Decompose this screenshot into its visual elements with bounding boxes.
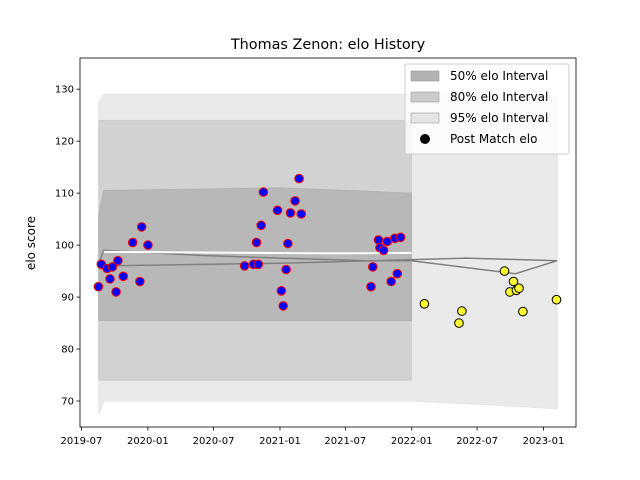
elo-point-1-7 <box>113 255 123 266</box>
elo-point-1-21 <box>278 301 289 311</box>
elo-point-1-37 <box>395 232 406 243</box>
elo-point-2-6 <box>508 276 519 287</box>
elo-point-1-20 <box>276 286 287 296</box>
elo-point-2-4 <box>499 266 510 276</box>
elo-point-2-10 <box>551 294 562 305</box>
legend-label-4: Post Match elo <box>450 132 537 146</box>
elo-point-1-22 <box>281 264 291 275</box>
legend-label-1: 50% elo Interval <box>450 69 548 83</box>
elo-point-1-6 <box>111 287 121 297</box>
elo-point-1-15 <box>251 237 262 248</box>
x-tick-label-4: 2021-01 <box>259 436 301 447</box>
elo-point-1-32 <box>378 245 389 256</box>
legend-swatch-2 <box>410 91 440 103</box>
chart-title: Thomas Zenon: elo History <box>230 37 426 53</box>
elo-point-1-25 <box>290 196 300 206</box>
y-tick-label-2: 80 <box>61 345 74 356</box>
elo-point-1-18 <box>258 187 269 197</box>
x-tick-label-5: 2021-07 <box>324 436 366 447</box>
elo-point-1-10 <box>135 276 145 287</box>
elo-point-2-1 <box>419 299 430 309</box>
elo-point-2-8 <box>514 283 524 294</box>
elo-point-1-19 <box>272 205 283 216</box>
elo-point-2-9 <box>518 306 528 317</box>
elo-point-1-29 <box>368 262 378 272</box>
x-tick-label-1: 2019-07 <box>61 436 103 447</box>
elo-point-1-13 <box>239 261 250 271</box>
elo-point-1-1 <box>93 281 104 292</box>
legend-swatch-3 <box>410 112 440 124</box>
elo-point-1-26 <box>294 173 304 184</box>
y-axis-label: elo score <box>24 216 38 270</box>
axes: 2019-07 2020-01 2020-07 2021-01 2021-07 2022-… <box>55 57 577 447</box>
elo-point-1-36 <box>392 268 403 279</box>
elo-point-1-5 <box>107 262 118 272</box>
y-tick-label-3: 90 <box>61 293 74 304</box>
elo-point-1-9 <box>127 237 138 248</box>
legend-swatch-1 <box>410 70 440 82</box>
elo-point-1-16 <box>253 259 264 270</box>
y-tick-label-6: 120 <box>55 137 74 148</box>
y-tick-label-7: 130 <box>55 85 74 96</box>
elo-point-2-2 <box>454 318 464 328</box>
legend-label-3: 95% elo Interval <box>450 111 548 125</box>
y-tick-label-5: 110 <box>55 189 74 200</box>
legend-marker-4 <box>420 134 430 144</box>
legend-box <box>404 63 570 155</box>
elo-point-1-24 <box>285 208 296 218</box>
elo-point-1-28 <box>366 281 376 292</box>
elo-point-1-30 <box>373 235 384 245</box>
x-tick-label-6: 2022-01 <box>391 436 433 447</box>
elo-point-1-34 <box>386 276 397 287</box>
elo-point-1-8 <box>118 271 129 282</box>
elo-point-1-27 <box>296 209 307 219</box>
x-tick-label-7: 2022-07 <box>456 436 498 447</box>
elo-point-1-12 <box>143 240 153 250</box>
x-tick-label-3: 2020-07 <box>193 436 235 447</box>
elo-point-2-3 <box>457 306 467 316</box>
interval-band-3 <box>98 187 412 321</box>
elo-point-1-17 <box>256 220 267 231</box>
y-tick-label-4: 100 <box>55 241 74 252</box>
y-tick-label-1: 70 <box>61 397 74 408</box>
elo-point-1-23 <box>283 238 293 249</box>
x-tick-label-2: 2020-01 <box>127 436 169 447</box>
axes-frame <box>79 57 577 428</box>
elo-point-1-11 <box>136 222 147 232</box>
legend-label-2: 80% elo Interval <box>450 90 548 104</box>
x-tick-label-8: 2023-01 <box>523 436 565 447</box>
legend: 50% elo Interval 80% elo Interval 95% elo … <box>404 63 570 155</box>
plot-area <box>93 93 562 415</box>
elo-point-1-4 <box>105 274 115 284</box>
